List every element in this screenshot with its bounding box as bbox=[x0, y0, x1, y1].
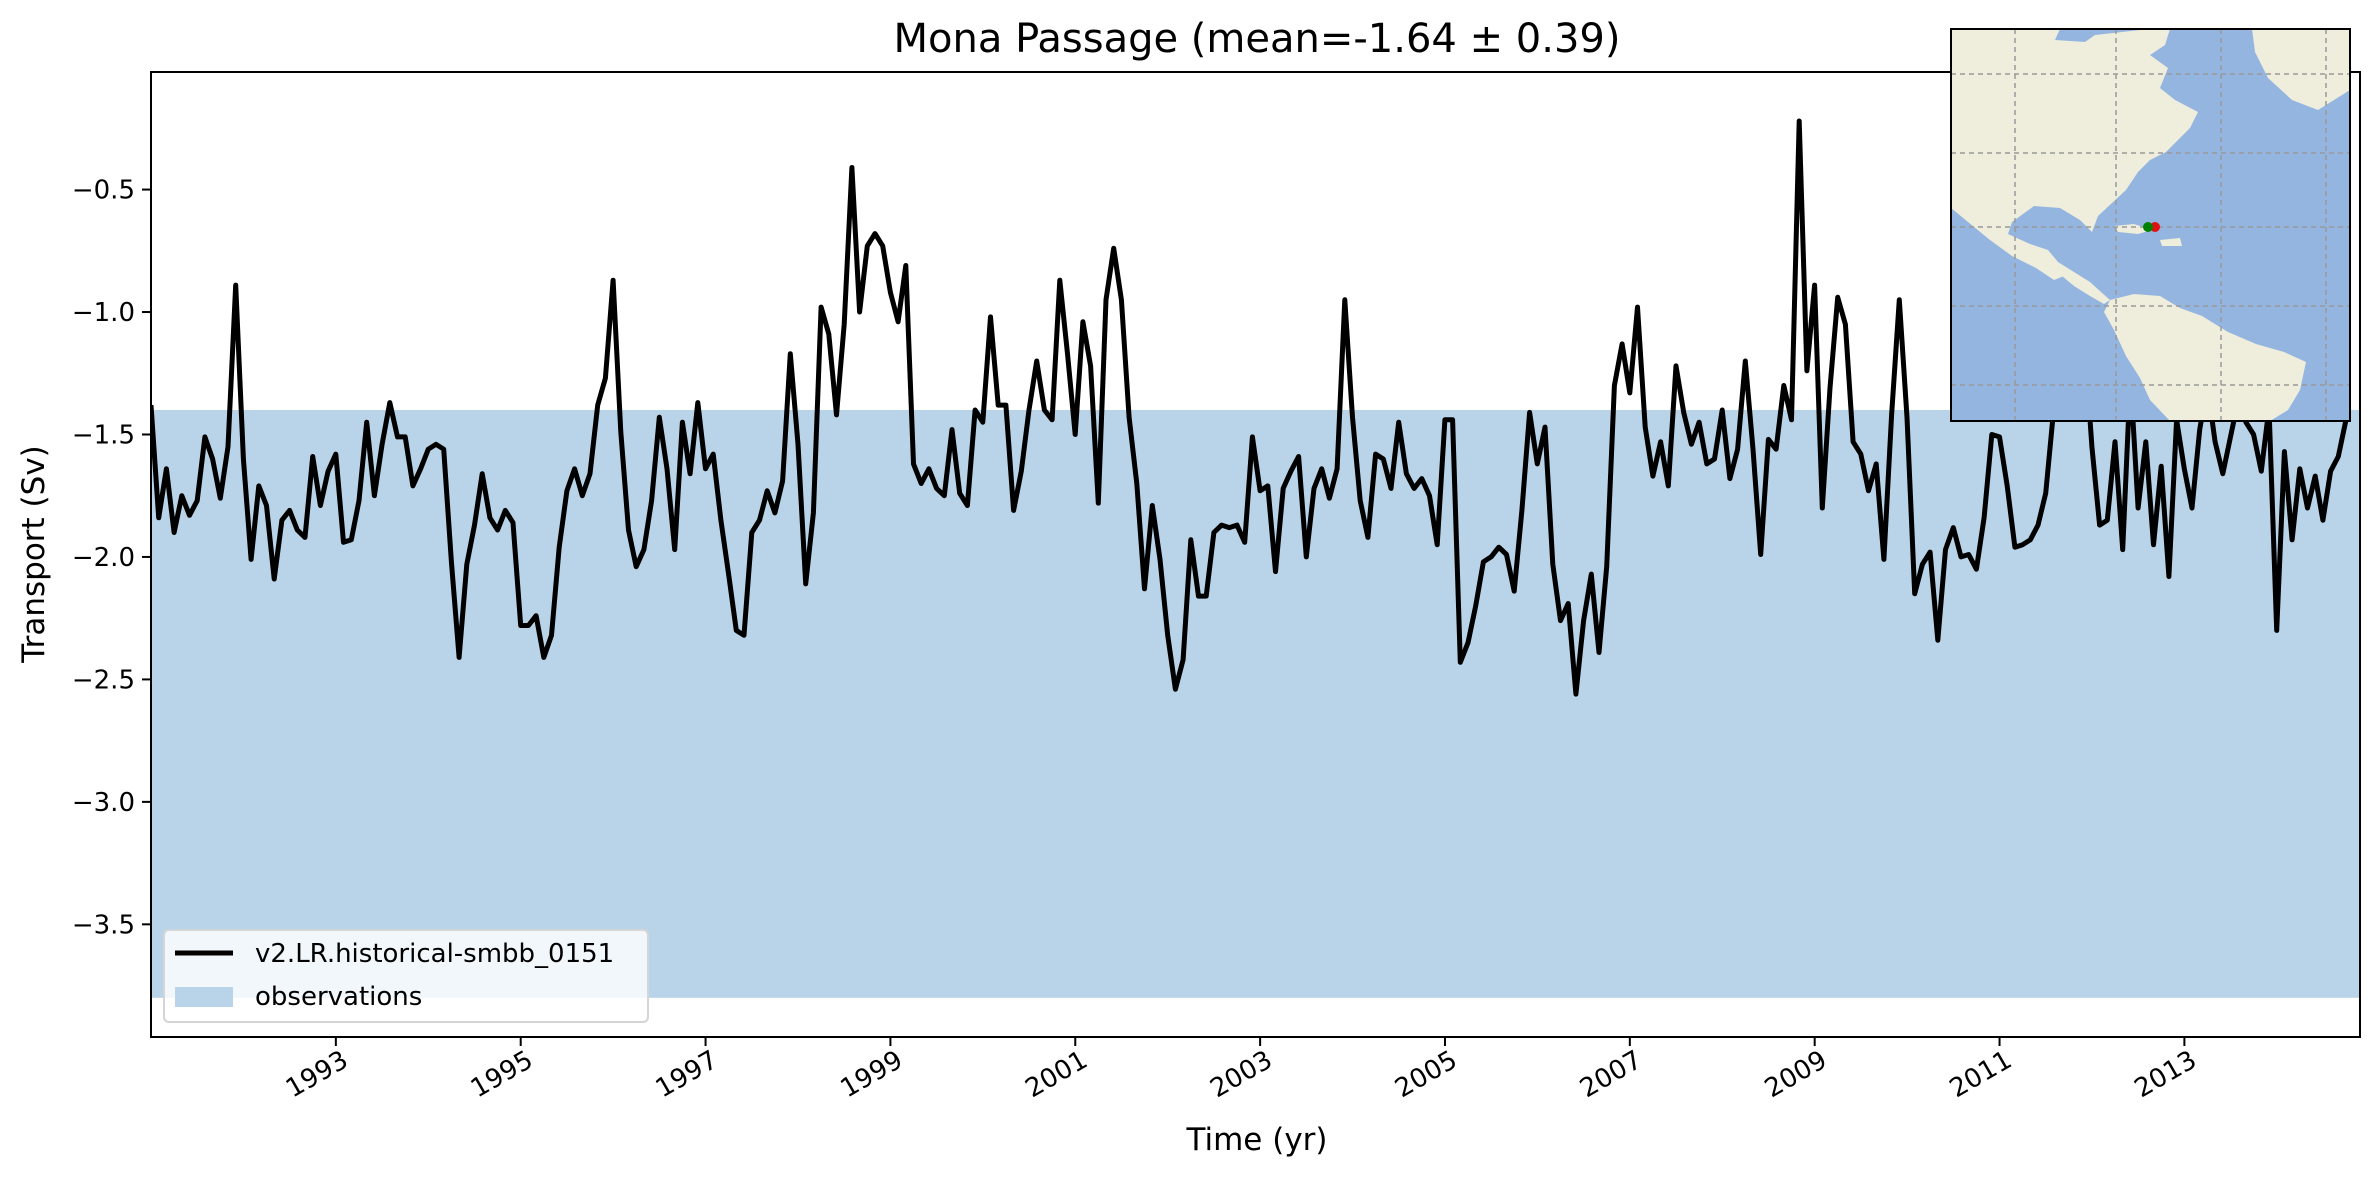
legend-series-label: v2.LR.historical-smbb_0151 bbox=[255, 939, 614, 969]
y-tick-label: −2.5 bbox=[72, 665, 135, 695]
chart-title: Mona Passage (mean=-1.64 ± 0.39) bbox=[894, 16, 1621, 62]
y-tick-label: −1.5 bbox=[72, 420, 135, 450]
map-marker-start bbox=[2143, 222, 2153, 232]
y-tick-label: −1.0 bbox=[72, 298, 135, 328]
x-tick-label: 2003 bbox=[1205, 1045, 1277, 1104]
x-tick-label: 2007 bbox=[1575, 1045, 1647, 1104]
y-tick-label: −2.0 bbox=[72, 543, 135, 573]
x-tick-label: 1997 bbox=[651, 1045, 723, 1104]
x-tick-label: 2005 bbox=[1390, 1045, 1462, 1104]
x-tick-label: 1995 bbox=[466, 1045, 538, 1104]
map-frame bbox=[1950, 28, 2351, 422]
legend: v2.LR.historical-smbb_0151 observations bbox=[163, 929, 649, 1023]
observations-band bbox=[151, 409, 2360, 998]
inset-map bbox=[1950, 28, 2351, 422]
x-axis: 1993 1995 1997 1999 2001 2003 2005 2007 2009 2011… bbox=[281, 1037, 2202, 1104]
map-marker-end bbox=[2150, 222, 2160, 232]
plot-frame bbox=[150, 71, 2361, 1038]
y-tick-label: −3.5 bbox=[72, 910, 135, 940]
y-tick-label: −0.5 bbox=[72, 176, 135, 206]
legend-box bbox=[163, 929, 649, 1023]
y-tick-label: −3.0 bbox=[72, 788, 135, 818]
legend-observations-label: observations bbox=[255, 982, 422, 1012]
legend-observations-swatch bbox=[175, 987, 233, 1007]
x-tick-label: 2011 bbox=[1945, 1045, 2017, 1104]
series-line-v2-lr-historical-smbb-0151 bbox=[151, 118, 2349, 697]
map-gridlines bbox=[1951, 29, 2350, 421]
x-tick-label: 1999 bbox=[836, 1045, 908, 1104]
x-tick-label: 2001 bbox=[1020, 1045, 1092, 1104]
x-tick-label: 1993 bbox=[281, 1045, 353, 1104]
x-tick-label: 2009 bbox=[1760, 1045, 1832, 1104]
x-axis-label: Time (yr) bbox=[1186, 1122, 1328, 1158]
x-tick-label: 2013 bbox=[2130, 1045, 2202, 1104]
y-axis: −3.5 −3.0 −2.5 −2.0 −1.5 −1.0 −0.5 bbox=[72, 176, 151, 940]
y-axis-label: Transport (Sv) bbox=[16, 445, 52, 664]
